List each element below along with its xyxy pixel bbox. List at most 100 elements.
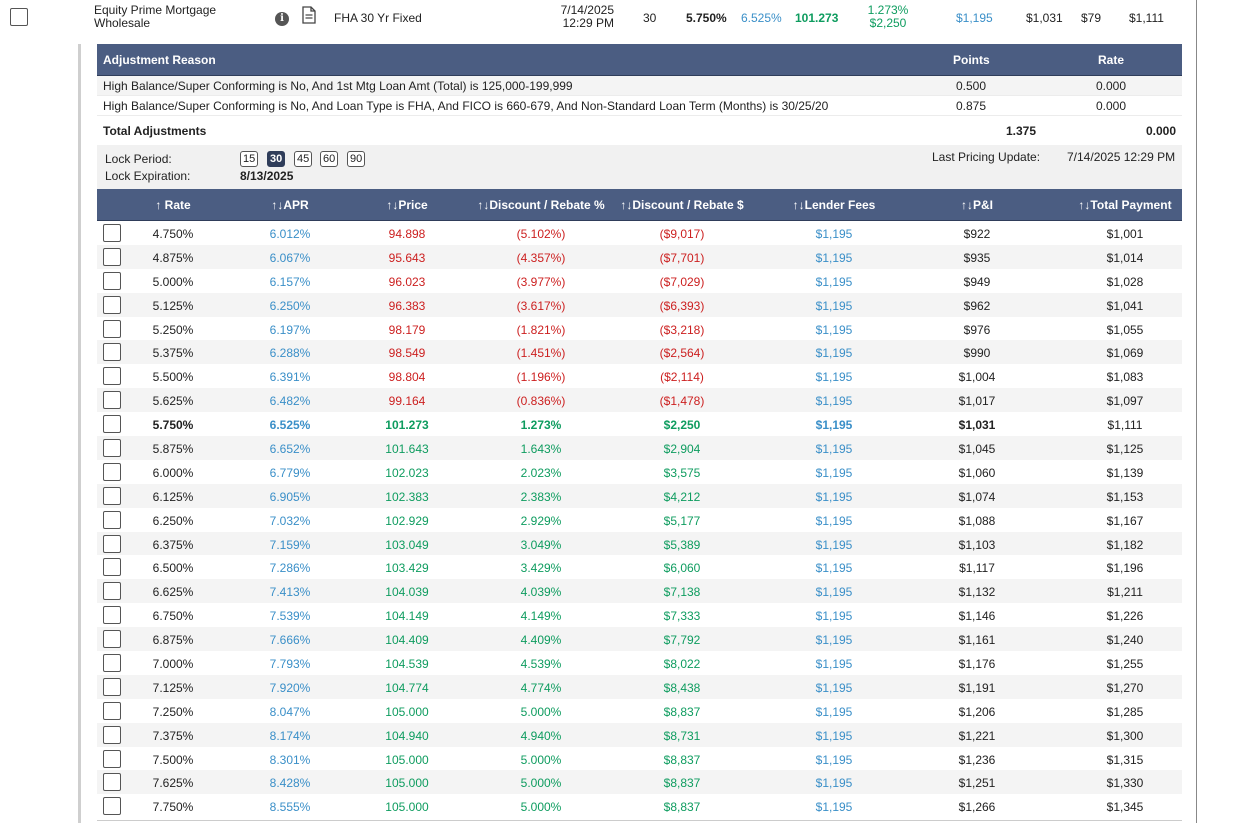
lender-fees-link[interactable]: $1,195 <box>956 11 993 25</box>
lock-period-option-15[interactable]: 15 <box>240 151 259 167</box>
row-lender-fees-link[interactable]: $1,195 <box>815 227 853 241</box>
row-lender-fees-link[interactable]: $1,195 <box>815 322 853 337</box>
row-discount-amt: ($1,478) <box>659 394 705 409</box>
rate-row-checkbox[interactable] <box>103 486 121 505</box>
row-pi: $1,045 <box>958 442 996 457</box>
rate-row-checkbox[interactable] <box>103 630 121 649</box>
row-lender-fees-link[interactable]: $1,195 <box>815 513 853 528</box>
row-apr: 6.288% <box>269 346 311 361</box>
row-lender-fees-link[interactable]: $1,195 <box>815 633 853 648</box>
sort-total-payment-header[interactable]: ↑↓Total Payment <box>1078 198 1172 212</box>
row-price: 104.409 <box>385 633 429 648</box>
rate-row: 6.375% 7.159% 103.049 3.049% $5,389 $1,195 $1,… <box>97 531 1182 556</box>
rate-row-checkbox[interactable] <box>103 582 121 601</box>
rate-row-checkbox[interactable] <box>103 367 121 386</box>
rate-row-checkbox[interactable] <box>103 224 121 242</box>
rate-row-checkbox[interactable] <box>103 271 121 290</box>
row-lender-fees-link[interactable]: $1,195 <box>815 489 853 504</box>
rate-row-checkbox[interactable] <box>103 558 121 577</box>
row-lender-fees-link[interactable]: $1,195 <box>815 609 853 624</box>
row-discount-amt: $8,837 <box>663 800 701 815</box>
row-discount-amt: $7,138 <box>663 585 701 600</box>
row-total-payment: $1,285 <box>1106 704 1144 719</box>
rate-row-checkbox[interactable] <box>103 391 121 410</box>
rate-row-checkbox[interactable] <box>103 462 121 481</box>
row-discount-amt: ($2,114) <box>660 370 704 385</box>
lock-period-option-45[interactable]: 45 <box>294 151 313 167</box>
row-lender-fees-link[interactable]: $1,195 <box>815 465 853 480</box>
rate-row-checkbox[interactable] <box>103 749 121 768</box>
rate-row: 6.750% 7.539% 104.149 4.149% $7,333 $1,195 $1,… <box>97 603 1182 627</box>
info-icon[interactable]: i <box>275 12 289 26</box>
rate-row-checkbox[interactable] <box>103 773 121 792</box>
row-discount-amt: ($3,218) <box>659 322 705 337</box>
row-lender-fees-link[interactable]: $1,195 <box>815 657 853 672</box>
row-lender-fees-link[interactable]: $1,195 <box>815 442 853 457</box>
row-discount-amt: $8,438 <box>663 680 701 695</box>
rate-row-checkbox[interactable] <box>103 343 121 362</box>
row-price: 99.164 <box>388 394 426 409</box>
row-lender-fees-link[interactable]: $1,195 <box>815 800 853 815</box>
row-discount-pct: (3.977%) <box>516 274 566 289</box>
rate-row-checkbox[interactable] <box>103 654 121 673</box>
row-lender-fees-link[interactable]: $1,195 <box>815 537 853 552</box>
rate-row-checkbox[interactable] <box>103 319 121 338</box>
row-price: 101.643 <box>385 442 429 457</box>
row-lender-fees-link[interactable]: $1,195 <box>815 728 853 743</box>
row-apr: 7.159% <box>269 537 311 552</box>
rate: 5.750% <box>686 11 727 25</box>
sort-price-header[interactable]: ↑↓Price <box>386 198 428 212</box>
rate-row: 7.250% 8.047% 105.000 5.000% $8,837 $1,195 $1,… <box>97 699 1182 723</box>
total-rate: 0.000 <box>1146 124 1177 138</box>
sort-lender-fees-header[interactable]: ↑↓Lender Fees <box>792 198 876 212</box>
rate-row-checkbox[interactable] <box>103 534 121 553</box>
lock-period-option-60[interactable]: 60 <box>320 151 339 167</box>
sort-rate-header[interactable]: ↑ Rate <box>155 198 191 212</box>
sort-discount-pct-header[interactable]: ↑↓Discount / Rebate % <box>477 198 605 212</box>
sort-pi-header[interactable]: ↑↓P&I <box>960 198 994 212</box>
sort-apr-header[interactable]: ↑↓APR <box>271 198 309 212</box>
principal-interest: $1,031 <box>1026 11 1063 25</box>
row-lender-fees-link[interactable]: $1,195 <box>815 752 853 767</box>
row-lender-fees-link[interactable]: $1,195 <box>815 418 853 433</box>
document-icon[interactable] <box>302 6 316 24</box>
row-pi: $1,103 <box>958 537 996 552</box>
row-discount-amt: ($7,701) <box>659 250 705 265</box>
rate-row: 5.375% 6.288% 98.549 (1.451%) ($2,564) $1,195… <box>97 340 1182 365</box>
rate-row-checkbox[interactable] <box>103 677 121 696</box>
row-discount-pct: 2.929% <box>520 513 562 528</box>
rate-row-checkbox[interactable] <box>103 295 121 314</box>
product-select-checkbox[interactable] <box>10 8 28 26</box>
rate-row-checkbox[interactable] <box>103 439 121 458</box>
rate-row-checkbox[interactable] <box>103 415 121 434</box>
row-lender-fees-link[interactable]: $1,195 <box>815 680 853 695</box>
row-lender-fees-link[interactable]: $1,195 <box>815 561 853 576</box>
row-lender-fees-link[interactable]: $1,195 <box>815 585 853 600</box>
row-lender-fees-link[interactable]: $1,195 <box>815 776 853 791</box>
row-lender-fees-link[interactable]: $1,195 <box>815 346 853 361</box>
row-pi: $1,004 <box>958 370 996 385</box>
row-discount-amt: $2,250 <box>663 418 701 433</box>
row-pi: $922 <box>963 227 991 241</box>
row-lender-fees-link[interactable]: $1,195 <box>815 394 853 409</box>
row-lender-fees-link[interactable]: $1,195 <box>815 704 853 719</box>
row-discount-pct: 3.429% <box>520 561 562 576</box>
row-lender-fees-link[interactable]: $1,195 <box>815 370 853 385</box>
row-lender-fees-link[interactable]: $1,195 <box>815 250 853 265</box>
row-lender-fees-link[interactable]: $1,195 <box>815 274 853 289</box>
sort-discount-amt-header[interactable]: ↑↓Discount / Rebate $ <box>620 198 744 212</box>
row-lender-fees-link[interactable]: $1,195 <box>815 298 853 313</box>
row-discount-pct: 5.000% <box>520 704 562 719</box>
row-price: 103.049 <box>385 537 429 552</box>
rate-row-checkbox[interactable] <box>103 725 121 744</box>
row-apr: 7.666% <box>269 633 311 648</box>
lock-period-option-90[interactable]: 90 <box>347 151 366 167</box>
rate-row-checkbox[interactable] <box>103 606 121 625</box>
rate-row-checkbox[interactable] <box>103 510 121 529</box>
rate-row-checkbox[interactable] <box>103 797 121 816</box>
row-rate: 7.500% <box>152 752 194 767</box>
lock-period-option-30[interactable]: 30 <box>267 151 286 167</box>
rate-row-checkbox[interactable] <box>103 701 121 720</box>
row-apr: 7.539% <box>269 609 311 624</box>
rate-row-checkbox[interactable] <box>103 247 121 266</box>
